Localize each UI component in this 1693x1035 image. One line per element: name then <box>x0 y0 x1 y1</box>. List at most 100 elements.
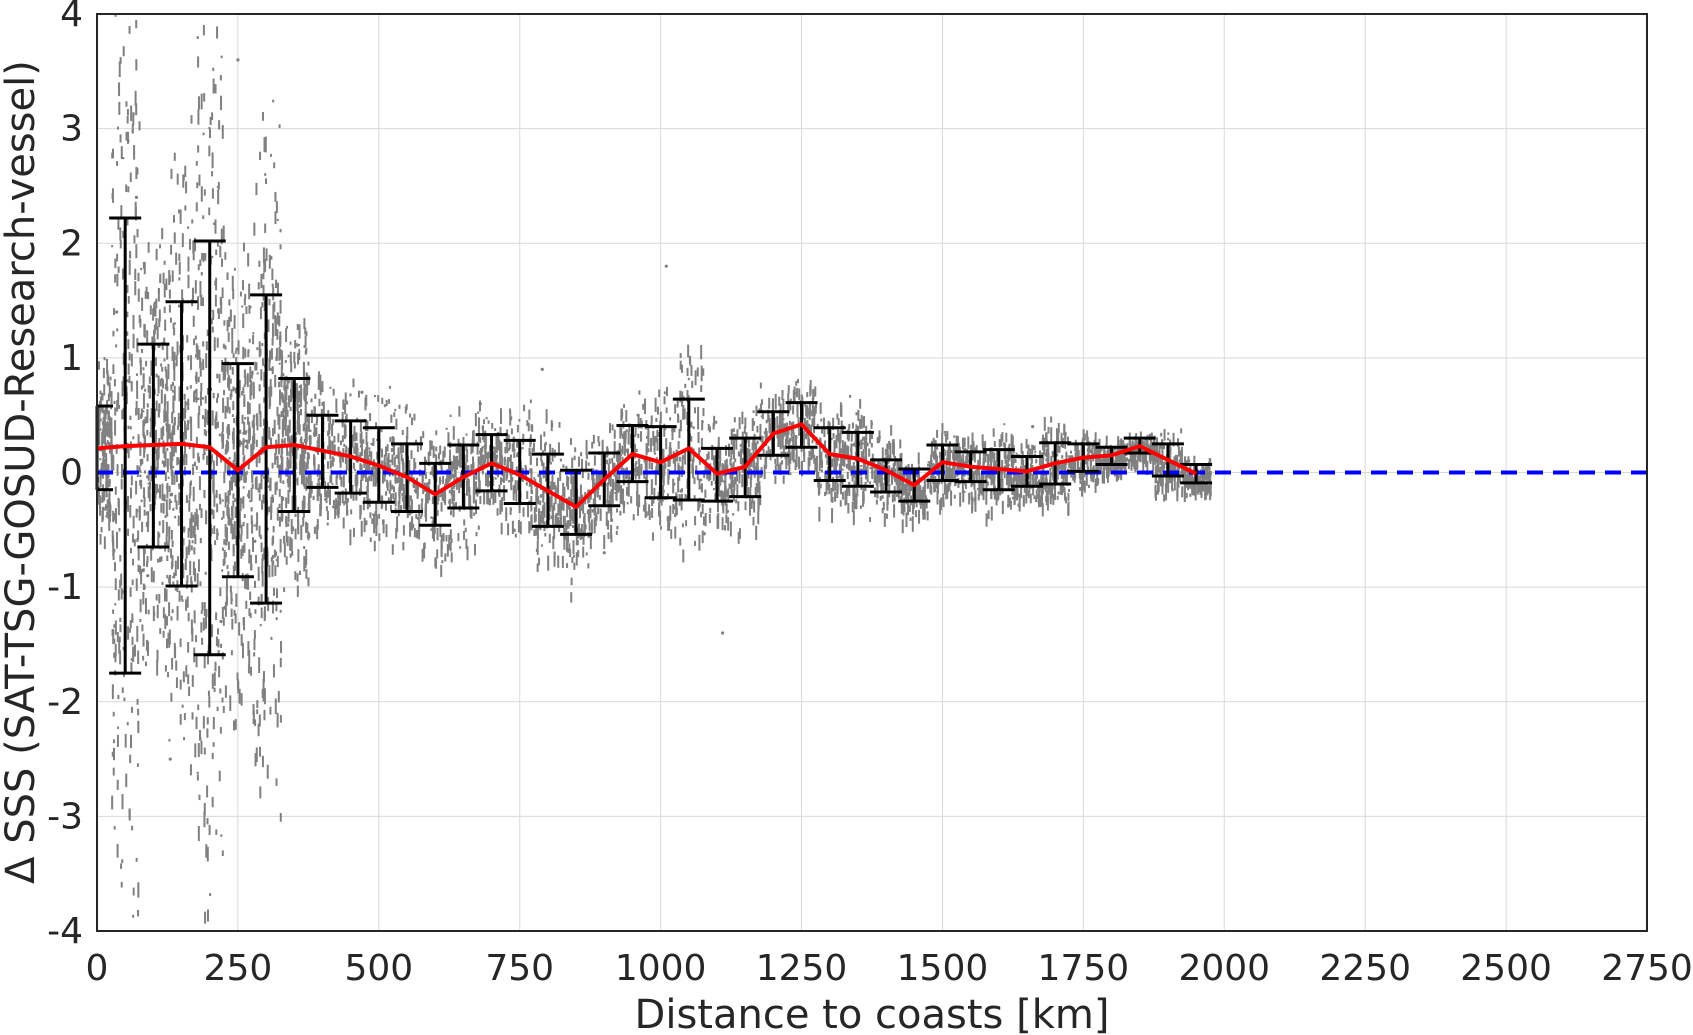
scatter-point <box>374 394 377 398</box>
scatter-point <box>855 412 858 416</box>
scatter-point <box>321 381 324 393</box>
scatter-point <box>108 441 111 448</box>
scatter-point <box>683 408 686 420</box>
scatter-point <box>172 507 175 511</box>
scatter-point <box>181 289 184 300</box>
scatter-point <box>952 476 955 480</box>
scatter-point <box>313 526 316 534</box>
scatter-point <box>428 479 431 485</box>
scatter-point <box>244 574 247 586</box>
scatter-point <box>212 716 215 730</box>
scatter-point <box>337 491 340 500</box>
scatter-point <box>296 585 299 597</box>
scatter-point <box>465 433 468 436</box>
scatter-point <box>114 653 117 663</box>
scatter-point <box>905 512 908 528</box>
scatter-point <box>609 473 612 487</box>
scatter-point <box>191 540 194 544</box>
scatter-point <box>132 436 135 440</box>
scatter-point <box>579 503 582 512</box>
scatter-point <box>147 486 150 499</box>
scatter-point <box>162 520 165 534</box>
scatter-point <box>908 505 911 512</box>
scatter-point <box>513 528 516 533</box>
scatter-point <box>723 491 726 503</box>
scatter-point <box>103 447 106 458</box>
scatter-point <box>452 455 455 470</box>
scatter-point <box>892 462 895 469</box>
scatter-point <box>278 315 281 327</box>
scatter-point <box>155 298 158 309</box>
scatter-point <box>249 500 252 503</box>
scatter-point <box>118 82 121 97</box>
scatter-point <box>271 462 274 469</box>
scatter-point <box>539 500 542 506</box>
scatter-point <box>753 433 756 450</box>
scatter-point <box>813 405 816 417</box>
scatter-point <box>902 500 905 516</box>
scatter-point <box>275 559 278 562</box>
scatter-point <box>226 407 229 413</box>
scatter-point <box>390 414 393 423</box>
scatter-point <box>232 401 235 411</box>
scatter-point <box>513 451 516 458</box>
scatter-point <box>731 489 734 498</box>
scatter-point <box>785 430 788 441</box>
scatter-point <box>308 375 311 385</box>
scatter-point <box>297 549 300 563</box>
scatter-point <box>138 467 141 473</box>
scatter-point <box>392 493 395 499</box>
scatter-point <box>166 417 169 429</box>
scatter-point <box>267 485 270 488</box>
scatter-point <box>957 453 960 460</box>
scatter-point <box>781 460 784 465</box>
scatter-point <box>812 448 815 459</box>
scatter-point <box>712 488 715 491</box>
scatter-point <box>356 447 359 463</box>
scatter-point <box>122 46 125 57</box>
scatter-point <box>791 436 794 442</box>
scatter-point <box>313 406 316 415</box>
scatter-point <box>587 563 590 569</box>
scatter-point <box>214 219 217 234</box>
scatter-point <box>216 397 219 403</box>
scatter-point <box>789 400 792 411</box>
scatter-point <box>99 472 102 488</box>
scatter-point <box>107 410 110 421</box>
scatter-point <box>275 347 278 361</box>
scatter-point <box>962 453 965 462</box>
scatter-point <box>852 485 855 502</box>
scatter-point <box>756 425 759 433</box>
scatter-point <box>502 469 505 484</box>
scatter-point <box>217 639 220 648</box>
scatter-point <box>483 489 486 505</box>
scatter-point <box>114 578 117 591</box>
scatter-point <box>712 473 715 481</box>
scatter-point <box>567 531 570 543</box>
scatter-point <box>684 383 687 388</box>
scatter-point <box>224 524 227 538</box>
scatter-point <box>458 453 461 468</box>
scatter-point <box>946 430 949 440</box>
scatter-point <box>453 490 456 502</box>
scatter-point <box>270 153 273 157</box>
scatter-point <box>345 445 348 453</box>
scatter-point <box>111 193 114 199</box>
scatter-point <box>307 577 310 587</box>
scatter-point <box>694 516 697 526</box>
scatter-point <box>114 486 117 495</box>
scatter-point <box>111 530 114 543</box>
scatter-point <box>622 500 625 505</box>
scatter-point <box>607 521 610 530</box>
scatter-point <box>1042 477 1045 482</box>
scatter-point <box>135 166 138 180</box>
scatter-point <box>292 526 295 532</box>
scatter-point <box>1050 472 1053 476</box>
scatter-point <box>267 467 270 483</box>
scatter-point <box>146 429 149 436</box>
scatter-point <box>321 402 324 406</box>
scatter-point <box>1061 462 1064 476</box>
scatter-point <box>966 453 969 464</box>
scatter-point <box>226 319 229 332</box>
scatter-point <box>258 657 261 673</box>
